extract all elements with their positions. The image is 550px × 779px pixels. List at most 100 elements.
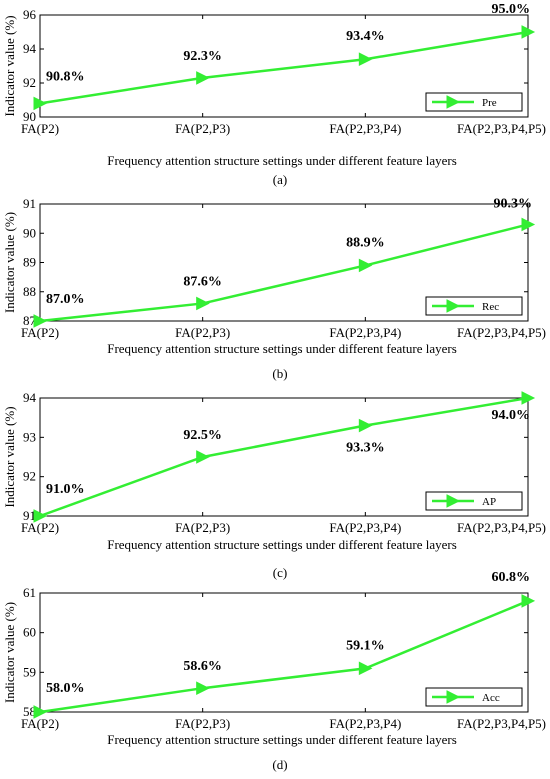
x-tick-label: FA(P2,P3,P4) <box>329 325 401 340</box>
data-point-marker <box>358 258 373 273</box>
data-label: 87.0% <box>46 292 85 307</box>
data-point-marker <box>521 25 536 39</box>
x-tick-label: FA(P2) <box>21 325 59 340</box>
data-label: 91.0% <box>46 482 85 497</box>
data-label: 92.5% <box>183 428 222 443</box>
x-tick-label: FA(P2,P3,P4,P5) <box>457 325 546 340</box>
series-line <box>39 396 529 518</box>
x-axis-label: Frequency attention structure settings u… <box>107 732 457 747</box>
data-point-marker <box>33 509 48 523</box>
x-tick-label: FA(P2,P3) <box>175 325 230 340</box>
data-label: 58.0% <box>46 681 85 696</box>
y-tick-label: 94 <box>23 41 37 56</box>
legend-marker-swatch <box>446 494 461 508</box>
legend-label: Rec <box>482 301 499 313</box>
data-point-marker <box>358 418 373 433</box>
y-tick-label: 92 <box>23 469 36 484</box>
data-label: 93.4% <box>346 29 385 44</box>
series-line <box>39 599 529 714</box>
y-tick-label: 59 <box>23 664 36 679</box>
data-point-marker <box>521 391 536 405</box>
series-line <box>39 223 529 323</box>
x-tick-label: FA(P2,P3,P4,P5) <box>457 716 546 731</box>
y-tick-label: 61 <box>23 585 36 600</box>
data-point-marker <box>358 52 373 67</box>
data-point-marker <box>196 71 210 85</box>
data-label: 92.3% <box>183 49 222 64</box>
series-line <box>39 30 529 105</box>
legend-marker-swatch <box>446 299 461 313</box>
data-label: 94.0% <box>492 408 531 423</box>
x-tick-label: FA(P2,P3) <box>175 716 230 731</box>
data-label: 90.3% <box>494 196 533 211</box>
x-tick-label: FA(P2) <box>21 716 59 731</box>
y-tick-label: 89 <box>23 255 36 270</box>
panel-label: (d) <box>272 757 287 772</box>
chart-panel-1: 90 92 94 96 FA(P2) FA(P2,P3) FA(P2,P3,P4) FA(P2… <box>2 2 546 187</box>
plot-frame <box>39 14 529 118</box>
data-label: 60.8% <box>492 570 531 585</box>
chart-panel-2: 87 88 89 90 91 FA(P2) FA(P2,P3) FA(P2,P3,P4) FA(… <box>2 196 546 381</box>
x-tick-label: FA(P2,P3,P4,P5) <box>457 520 546 535</box>
data-point-marker <box>33 314 48 328</box>
data-point-marker <box>33 705 48 719</box>
data-label: 90.8% <box>46 69 85 84</box>
data-point-marker <box>196 681 210 696</box>
panel-label: (c) <box>273 565 287 580</box>
x-tick-label: FA(P2,P3,P4) <box>329 121 401 136</box>
data-point-marker <box>196 450 210 464</box>
data-point-marker <box>521 217 536 232</box>
y-tick-label: 88 <box>23 284 36 299</box>
data-label: 59.1% <box>346 638 385 653</box>
data-point-marker <box>196 296 210 311</box>
data-point-marker <box>358 661 373 676</box>
data-point-marker <box>521 594 536 608</box>
x-tick-label: FA(P2) <box>21 121 59 136</box>
data-label: 95.0% <box>492 2 531 17</box>
y-tick-label: 90 <box>23 109 36 124</box>
panel-label: (a) <box>273 172 287 187</box>
y-tick-label: 92 <box>23 75 36 90</box>
legend-marker-swatch <box>446 690 461 704</box>
y-tick-label: 91 <box>23 508 36 523</box>
y-tick-label: 93 <box>23 429 36 444</box>
legend: Pre <box>425 92 523 112</box>
x-axis-label: Frequency attention structure settings u… <box>107 341 457 356</box>
data-label: 58.6% <box>183 659 222 674</box>
chart-panel-3: 91 92 93 94 FA(P2) FA(P2,P3) FA(P2,P3,P4) FA(P2… <box>2 390 546 580</box>
y-tick-label: 60 <box>23 625 36 640</box>
data-label: 87.6% <box>183 274 222 289</box>
x-tick-label: FA(P2) <box>21 520 59 535</box>
plot-frame <box>39 397 529 517</box>
y-axis-label: Indicator value (%) <box>2 15 17 116</box>
x-axis-label: Frequency attention structure settings u… <box>107 537 457 552</box>
x-tick-label: FA(P2,P3,P4) <box>329 520 401 535</box>
legend: AP <box>425 491 523 511</box>
chart-panel-4: 58 59 60 61 FA(P2) FA(P2,P3) FA(P2,P3,P4) FA(P2… <box>2 570 546 772</box>
x-tick-label: FA(P2,P3) <box>175 121 230 136</box>
y-tick-label: 58 <box>23 704 36 719</box>
y-tick-label: 90 <box>23 225 36 240</box>
y-axis-label: Indicator value (%) <box>2 212 17 313</box>
y-tick-label: 87 <box>23 313 37 328</box>
x-axis-label: Frequency attention structure settings u… <box>107 153 457 168</box>
x-tick-label: FA(P2,P3) <box>175 520 230 535</box>
y-tick-label: 96 <box>23 7 37 22</box>
panel-label: (b) <box>272 366 287 381</box>
y-axis-label: Indicator value (%) <box>2 602 17 703</box>
y-axis-label: Indicator value (%) <box>2 406 17 507</box>
data-label: 88.9% <box>346 235 385 250</box>
legend: Rec <box>425 296 523 316</box>
plot-frame <box>39 592 529 713</box>
y-tick-label: 91 <box>23 196 36 211</box>
legend: Acc <box>425 687 523 707</box>
data-point-marker <box>33 96 48 111</box>
data-label: 93.3% <box>346 441 385 456</box>
legend-label: Pre <box>482 97 497 109</box>
legend-label: AP <box>482 496 496 508</box>
legend-label: Acc <box>482 692 500 704</box>
legend-marker-swatch <box>446 95 461 109</box>
x-tick-label: FA(P2,P3,P4) <box>329 716 401 731</box>
x-tick-label: FA(P2,P3,P4,P5) <box>457 121 546 136</box>
